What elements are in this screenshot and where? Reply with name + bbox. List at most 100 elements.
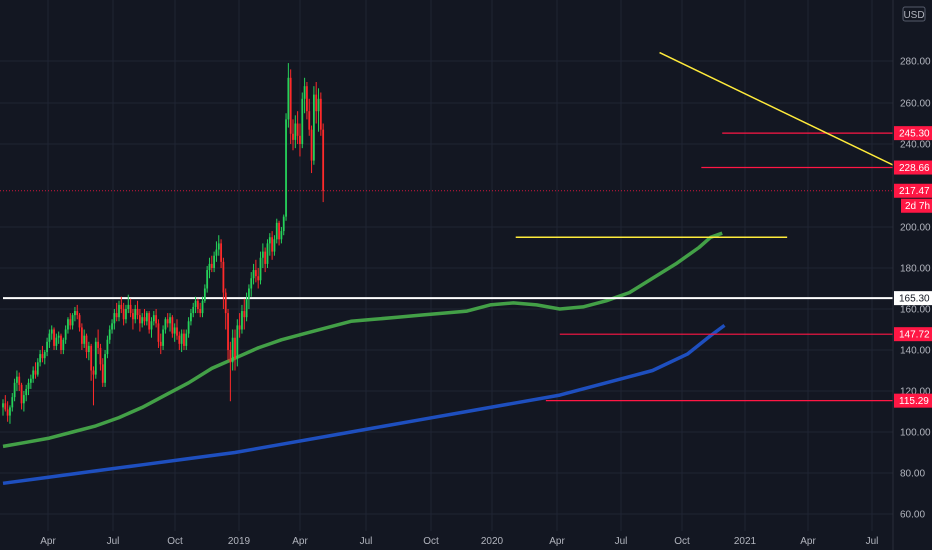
candle-body	[164, 319, 167, 330]
candle-body	[104, 354, 106, 383]
candle-body	[185, 333, 188, 346]
candle-body	[322, 129, 325, 191]
candle-body	[296, 123, 299, 136]
candle-body	[57, 335, 60, 338]
candle-body	[190, 313, 192, 322]
candle-body	[99, 347, 102, 365]
candle-body	[308, 111, 311, 130]
candle-body	[6, 409, 9, 416]
candle-body	[250, 278, 253, 289]
currency-label: USD	[903, 10, 924, 21]
candle-body	[287, 77, 290, 120]
candle-body	[32, 370, 35, 379]
candle-body	[208, 263, 211, 271]
candle-body	[271, 237, 274, 252]
candle-body	[248, 288, 250, 299]
candle-body	[101, 364, 104, 383]
candle-body	[220, 243, 222, 262]
candle-body	[273, 239, 276, 252]
x-tick-label: 2020	[481, 536, 504, 547]
x-tick-label: 2021	[734, 536, 757, 547]
candle-body	[87, 345, 90, 353]
candle-body	[261, 251, 264, 258]
candle-body	[206, 270, 209, 289]
candle-body	[113, 313, 116, 324]
candle-body	[29, 378, 32, 383]
price-tag-label: 217.47	[899, 186, 930, 197]
y-tick-label: 160.00	[900, 305, 931, 316]
candle-body	[252, 270, 255, 279]
candle-body	[111, 323, 113, 330]
candle-body	[122, 309, 125, 320]
candle-body	[299, 135, 301, 144]
candle-body	[306, 86, 308, 112]
candle-body	[18, 376, 21, 385]
candle-body	[41, 354, 44, 359]
y-tick-label: 240.00	[900, 140, 931, 151]
candle-body	[278, 222, 280, 240]
candle-body	[285, 119, 287, 217]
candle-body	[243, 311, 246, 318]
price-tag	[894, 291, 932, 306]
x-tick-label: Apr	[800, 536, 816, 547]
x-tick-label: Jul	[360, 536, 373, 547]
candle-body	[275, 222, 278, 240]
candle-body	[34, 370, 37, 375]
candle-body	[120, 304, 123, 309]
currency-box	[902, 6, 926, 22]
candle-body	[203, 288, 206, 301]
candle-body	[173, 327, 176, 334]
candle-body	[78, 315, 81, 328]
candle-body	[138, 315, 141, 324]
candle-body	[303, 86, 306, 99]
candle-body	[152, 315, 155, 322]
candle-body	[150, 321, 153, 330]
candle-body	[319, 98, 322, 130]
candle-body	[180, 333, 183, 344]
candle-body	[85, 335, 88, 353]
candle-body	[254, 270, 257, 277]
candle-body	[74, 311, 76, 316]
candle-body	[229, 350, 232, 363]
candle-body	[97, 341, 100, 348]
candle-body	[196, 300, 199, 309]
y-tick-label: 280.00	[900, 57, 931, 68]
candle-body	[94, 341, 97, 375]
price-tag	[894, 160, 932, 175]
candle-body	[282, 216, 285, 232]
candle-body	[292, 133, 294, 140]
candle-body	[264, 251, 267, 264]
candle-body	[64, 329, 67, 340]
candle-body	[90, 345, 93, 371]
candle-body	[129, 304, 132, 314]
candle-body	[132, 313, 134, 320]
candle-body	[187, 321, 190, 334]
candle-body	[39, 354, 42, 363]
candle-body	[76, 311, 79, 316]
candle-body	[83, 335, 86, 344]
candle-body	[178, 335, 181, 344]
candle-body	[25, 388, 28, 396]
candle-body	[231, 337, 234, 363]
candle-body	[312, 94, 315, 161]
candle-body	[11, 397, 14, 408]
x-tick-label: Jul	[107, 536, 120, 547]
candle-body	[108, 329, 111, 340]
candle-body	[106, 339, 109, 355]
candle-body	[294, 123, 297, 140]
candle-body	[241, 311, 243, 330]
moving-average-green-line	[2, 231, 723, 449]
candle-body	[236, 325, 239, 359]
countdown-tag	[901, 198, 932, 213]
price-tag	[894, 393, 932, 408]
candle-body	[60, 335, 62, 350]
candle-body	[222, 261, 225, 293]
candle-body	[9, 407, 11, 416]
candle-body	[43, 352, 46, 359]
candle-body	[50, 329, 53, 334]
candle-body	[134, 309, 137, 320]
candle-body	[259, 257, 262, 281]
candle-body	[317, 98, 320, 112]
candle-body	[127, 304, 130, 309]
